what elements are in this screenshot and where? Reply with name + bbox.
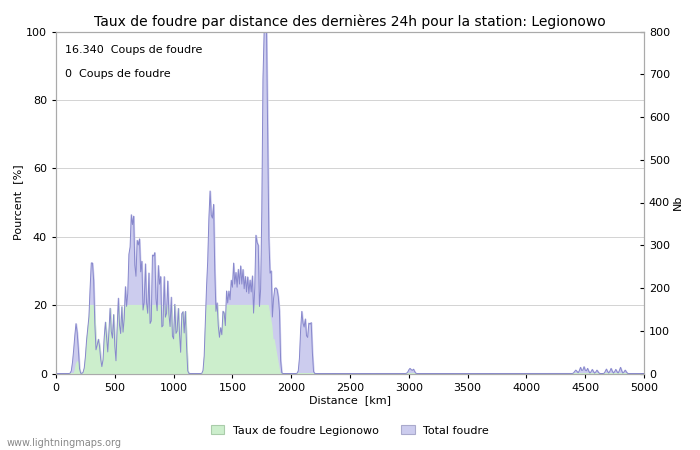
Y-axis label: Pourcent  [%]: Pourcent [%] bbox=[13, 165, 23, 240]
Text: 16.340  Coups de foudre: 16.340 Coups de foudre bbox=[65, 45, 202, 55]
X-axis label: Distance  [km]: Distance [km] bbox=[309, 395, 391, 405]
Legend: Taux de foudre Legionowo, Total foudre: Taux de foudre Legionowo, Total foudre bbox=[206, 421, 494, 440]
Text: 0  Coups de foudre: 0 Coups de foudre bbox=[65, 69, 170, 79]
Title: Taux de foudre par distance des dernières 24h pour la station: Legionowo: Taux de foudre par distance des dernière… bbox=[94, 14, 606, 29]
Text: www.lightningmaps.org: www.lightningmaps.org bbox=[7, 438, 122, 448]
Y-axis label: Nb: Nb bbox=[673, 195, 682, 210]
